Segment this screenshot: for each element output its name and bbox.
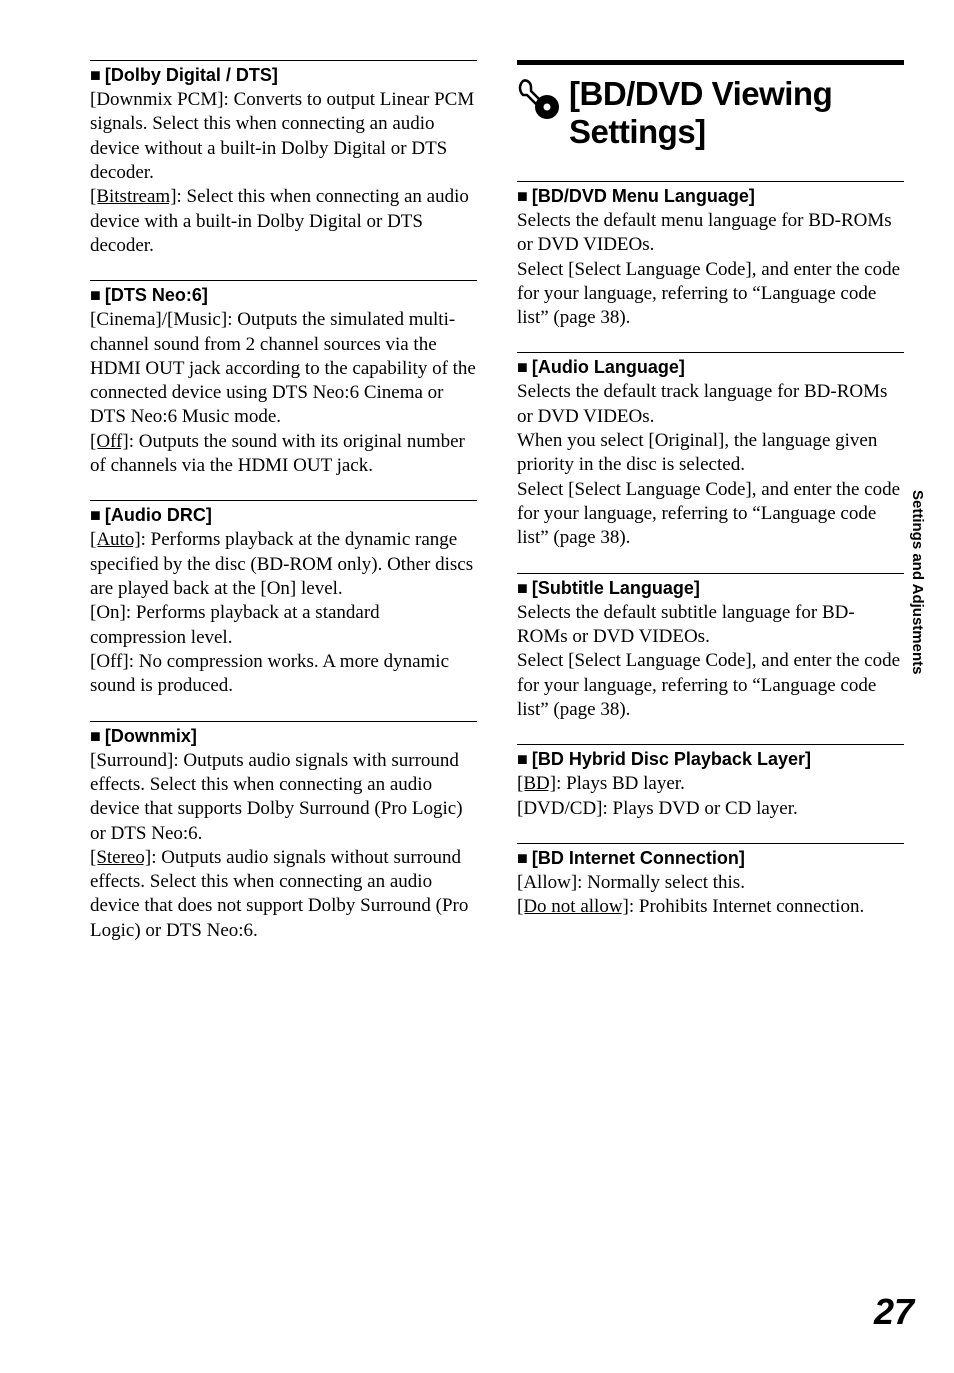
section-heading: ■[Audio DRC] xyxy=(90,505,477,526)
section-body: [Cinema]/[Music]: Outputs the simulated … xyxy=(90,308,477,478)
section-body: Selects the default track language for B… xyxy=(517,380,904,550)
option-label: [Cinema]/[Music] xyxy=(90,309,227,330)
right-column: [BD/DVD Viewing Settings] ■[BD/DVD Menu … xyxy=(517,60,904,965)
square-bullet: ■ xyxy=(517,578,528,599)
page-number: 27 xyxy=(874,1291,914,1333)
square-bullet: ■ xyxy=(517,848,528,869)
section-rule xyxy=(90,280,477,281)
square-bullet: ■ xyxy=(517,749,528,770)
section-body: Selects the default menu language for BD… xyxy=(517,209,904,331)
section-heading: ■[BD Internet Connection] xyxy=(517,848,904,869)
option-text: : Outputs the sound with its original nu… xyxy=(90,431,465,476)
section-audio-drc: ■[Audio DRC] [Auto]: Performs playback a… xyxy=(90,500,477,698)
heading-text: [Downmix] xyxy=(105,726,197,746)
option-text: : Performs playback at the dynamic range… xyxy=(90,529,473,599)
section-bd-dvd-menu-language: ■[BD/DVD Menu Language] Selects the defa… xyxy=(517,181,904,331)
heading-text: [Dolby Digital / DTS] xyxy=(105,65,278,85)
section-body: [Downmix PCM]: Converts to output Linear… xyxy=(90,88,477,258)
heading-text: [Subtitle Language] xyxy=(532,578,700,598)
option-label: [Stereo] xyxy=(90,847,151,868)
option-label: [Downmix PCM] xyxy=(90,89,224,110)
chapter-heading-block: [BD/DVD Viewing Settings] xyxy=(517,60,904,151)
option-label: [On] xyxy=(90,602,126,623)
section-bd-hybrid-disc: ■[BD Hybrid Disc Playback Layer] [BD]: P… xyxy=(517,744,904,821)
option-text: : Performs playback at a standard compre… xyxy=(90,602,380,647)
chapter-heading: [BD/DVD Viewing Settings] xyxy=(569,75,904,151)
section-rule xyxy=(90,60,477,61)
section-audio-language: ■[Audio Language] Selects the default tr… xyxy=(517,352,904,550)
section-body: [Auto]: Performs playback at the dynamic… xyxy=(90,528,477,698)
option-text: : Normally select this. xyxy=(577,872,745,893)
heading-text: [Audio DRC] xyxy=(105,505,212,525)
heading-text: [BD/DVD Menu Language] xyxy=(532,186,755,206)
option-label: [Allow] xyxy=(517,872,577,893)
option-text: : No compression works. A more dynamic s… xyxy=(90,651,449,696)
side-tab-label: Settings and Adjustments xyxy=(909,490,926,674)
section-rule xyxy=(517,573,904,574)
square-bullet: ■ xyxy=(90,726,101,747)
option-text: : Plays BD layer. xyxy=(556,773,685,794)
section-heading: ■[Dolby Digital / DTS] xyxy=(90,65,477,86)
option-label: [BD] xyxy=(517,773,556,794)
section-rule xyxy=(90,500,477,501)
section-body: [Allow]: Normally select this. [Do not a… xyxy=(517,871,904,920)
wrench-disc-icon xyxy=(517,77,561,121)
section-rule xyxy=(517,744,904,745)
option-label: [Do not allow] xyxy=(517,896,629,917)
section-bd-internet-connection: ■[BD Internet Connection] [Allow]: Norma… xyxy=(517,843,904,920)
square-bullet: ■ xyxy=(90,505,101,526)
section-heading: ■[BD/DVD Menu Language] xyxy=(517,186,904,207)
square-bullet: ■ xyxy=(517,186,528,207)
left-column: ■[Dolby Digital / DTS] [Downmix PCM]: Co… xyxy=(90,60,477,965)
section-heading: ■[BD Hybrid Disc Playback Layer] xyxy=(517,749,904,770)
heading-text: [DTS Neo:6] xyxy=(105,285,208,305)
section-subtitle-language: ■[Subtitle Language] Selects the default… xyxy=(517,573,904,723)
section-heading: ■[Downmix] xyxy=(90,726,477,747)
square-bullet: ■ xyxy=(517,357,528,378)
square-bullet: ■ xyxy=(90,285,101,306)
option-text: : Prohibits Internet connection. xyxy=(629,896,864,917)
option-label: [Auto] xyxy=(90,529,141,550)
section-heading: ■[Audio Language] xyxy=(517,357,904,378)
option-label: [DVD/CD] xyxy=(517,798,603,819)
heading-text: [BD Internet Connection] xyxy=(532,848,745,868)
option-label: [Bitstream] xyxy=(90,186,177,207)
option-text: : Plays DVD or CD layer. xyxy=(603,798,798,819)
section-body: [Surround]: Outputs audio signals with s… xyxy=(90,749,477,944)
section-body: [BD]: Plays BD layer. [DVD/CD]: Plays DV… xyxy=(517,772,904,821)
option-label: [Off] xyxy=(90,651,129,672)
option-label: [Surround] xyxy=(90,750,173,771)
square-bullet: ■ xyxy=(90,65,101,86)
section-downmix: ■[Downmix] [Surround]: Outputs audio sig… xyxy=(90,721,477,944)
section-rule xyxy=(517,843,904,844)
option-label: [Off] xyxy=(90,431,129,452)
heading-text: [Audio Language] xyxy=(532,357,685,377)
section-rule xyxy=(90,721,477,722)
section-heading: ■[DTS Neo:6] xyxy=(90,285,477,306)
section-dolby-digital-dts: ■[Dolby Digital / DTS] [Downmix PCM]: Co… xyxy=(90,60,477,258)
heading-text: [BD Hybrid Disc Playback Layer] xyxy=(532,749,811,769)
section-rule xyxy=(517,352,904,353)
section-dts-neo6: ■[DTS Neo:6] [Cinema]/[Music]: Outputs t… xyxy=(90,280,477,478)
section-body: Selects the default subtitle language fo… xyxy=(517,601,904,723)
section-rule xyxy=(517,181,904,182)
section-heading: ■[Subtitle Language] xyxy=(517,578,904,599)
